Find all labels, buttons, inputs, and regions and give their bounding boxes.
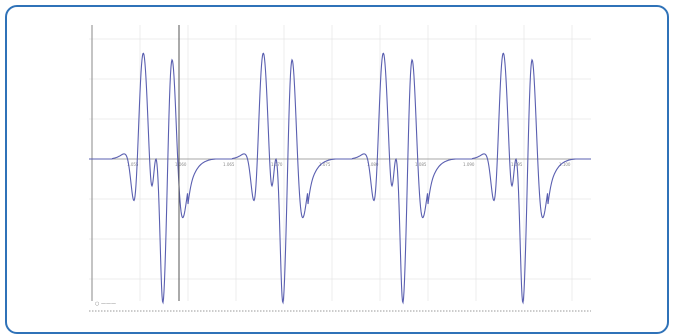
x-tick-label: 1.065 — [223, 162, 235, 167]
oscilloscope-plot: 1.055 1.060 1.065 1.070 1.075 1.080 1.085 1.090… — [89, 25, 591, 314]
x-tick-label: 1.080 — [367, 162, 379, 167]
x-tick-labels: 1.055 1.060 1.065 1.070 1.075 1.080 1.085 1.090… — [127, 162, 571, 167]
x-tick-label: 1.060 — [175, 162, 187, 167]
x-tick-label: 1.090 — [463, 162, 475, 167]
x-tick-label: 1.085 — [415, 162, 427, 167]
x-tick-label: 1.055 — [127, 162, 139, 167]
waveform-canvas: 1.055 1.060 1.065 1.070 1.075 1.080 1.085 1.090… — [89, 25, 591, 312]
x-tick-label: 1.100 — [559, 162, 571, 167]
x-tick-label: 1.075 — [319, 162, 331, 167]
scale-readout: ○ ——— — [95, 301, 116, 307]
plot-grid — [89, 25, 591, 301]
waveform-trace — [89, 52, 591, 305]
